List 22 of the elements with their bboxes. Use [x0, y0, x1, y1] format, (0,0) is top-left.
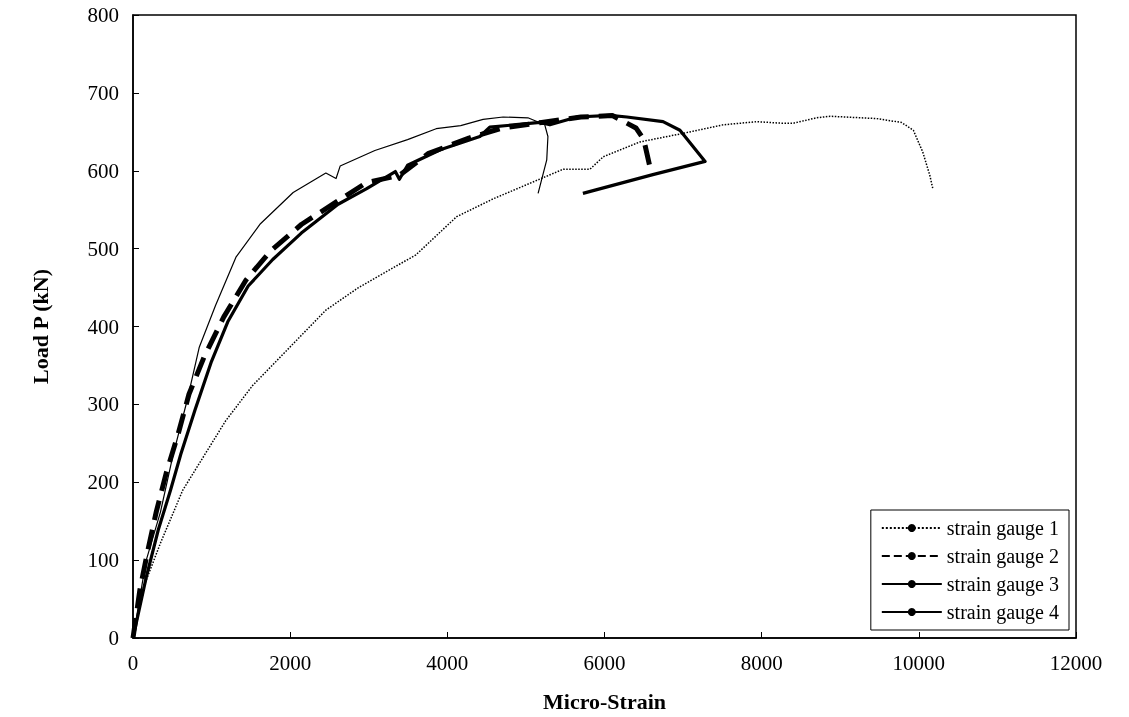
y-tick-label: 0	[108, 626, 119, 650]
legend-label: strain gauge 3	[946, 573, 1059, 596]
x-tick-label: 10000	[892, 650, 946, 675]
y-axis-title: Load P (kN)	[27, 269, 53, 384]
y-tick-label: 600	[87, 158, 119, 183]
legend-label: strain gauge 1	[946, 517, 1059, 540]
y-tick-label: 300	[87, 392, 119, 417]
y-tick-label: 700	[87, 80, 119, 105]
x-tick-label: 2000	[269, 650, 312, 675]
x-tick-label: 0	[127, 650, 139, 675]
x-tick-label: 6000	[583, 650, 626, 675]
y-tick-label: 400	[87, 314, 119, 339]
legend-label: strain gauge 4	[946, 601, 1059, 624]
x-tick-label: 4000	[426, 650, 469, 675]
y-tick-label: 800	[87, 3, 119, 27]
y-tick-label: 200	[87, 470, 119, 495]
legend-label: strain gauge 2	[946, 545, 1059, 568]
y-tick-label: 100	[87, 548, 119, 573]
y-tick-label: 500	[87, 236, 119, 261]
x-axis-title: Micro-Strain	[542, 688, 667, 714]
x-tick-label: 8000	[740, 650, 783, 675]
x-tick-label: 12000	[1049, 650, 1103, 675]
